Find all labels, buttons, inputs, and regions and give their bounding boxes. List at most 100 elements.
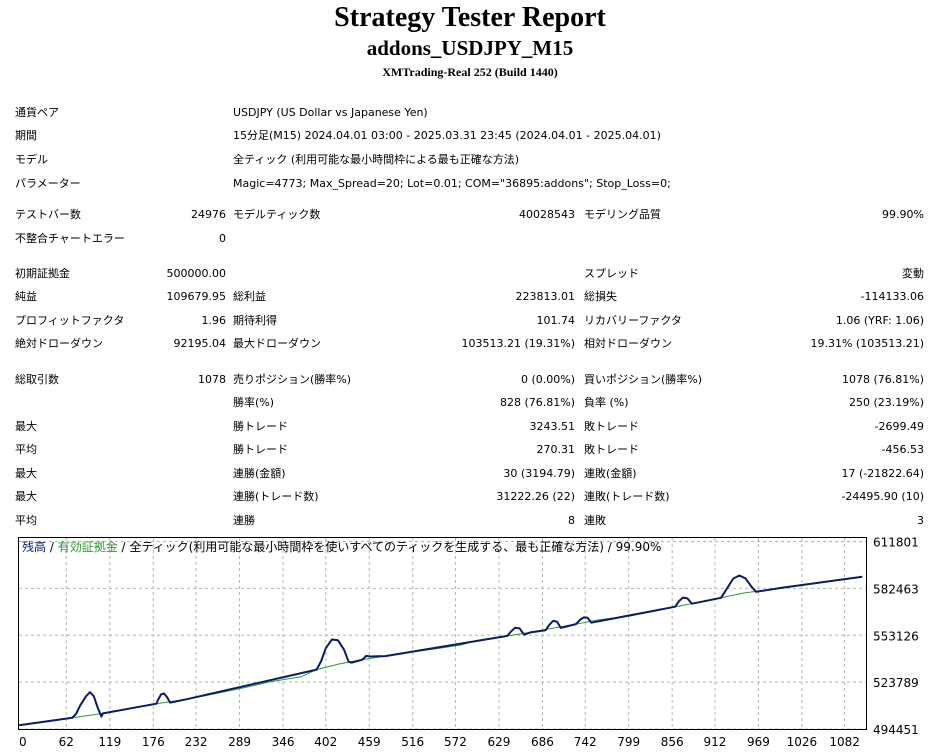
stat-c1-label: テストバー数 (15, 208, 81, 221)
stat-c3-value: -456.53 (881, 443, 924, 456)
x-tick-label: 969 (747, 735, 770, 749)
stat-c1-label: 最大 (15, 419, 37, 433)
stat-c1-value: 92195.04 (173, 337, 227, 351)
stat-c3-value: 1.06 (YRF: 1.06) (835, 313, 924, 327)
stat-c3-value: 19.31% (103513.21) (810, 337, 924, 351)
stat-c1-label: 初期証拠金 (15, 266, 70, 280)
x-tick-label: 459 (358, 735, 381, 749)
x-tick-label: 346 (272, 735, 295, 749)
stat-c3-value: -24495.90 (10) (841, 490, 924, 503)
stat-c2-value: 40028543 (519, 208, 575, 221)
stat-c3-label: 連敗(トレード数) (584, 490, 670, 503)
x-tick-label: 856 (661, 735, 684, 749)
stat-c1-label: 平均 (15, 513, 37, 527)
stat-c1-label: 最大 (15, 466, 37, 480)
stat-c1-label: 最大 (15, 490, 37, 503)
stat-c2-label: 売りポジション(勝率%) (233, 372, 352, 386)
stat-c3-value: 17 (-21822.64) (841, 466, 924, 480)
stat-c1-value: 24976 (191, 208, 226, 221)
stat-c2-label: モデルティック数 (233, 208, 321, 221)
stat-c1-label: 不整合チャートエラー (15, 231, 125, 245)
setting-value-symbol: USDJPY (US Dollar vs Japanese Yen) (233, 106, 428, 119)
x-tick-label: 176 (142, 735, 165, 749)
stat-c3-value: -114133.06 (860, 290, 924, 304)
x-tick-label: 0 (19, 735, 27, 749)
report-subtitle: addons_USDJPY_M15 (366, 36, 574, 60)
stat-c2-label: 最大ドローダウン (233, 337, 321, 351)
legend-equity: 有効証拠金 (58, 539, 118, 554)
setting-value-model: 全ティック (利用可能な最小時間枠による最も正確な方法) (233, 153, 520, 166)
stat-c3-label: 買いポジション(勝率%) (584, 372, 703, 386)
legend-description: 全ティック(利用可能な最小時間枠を使いすべてのティックを生成する、最も正確な方法… (129, 539, 661, 554)
y-tick-label: 494451 (873, 723, 919, 737)
setting-label-parameters: パラメーター (15, 177, 81, 190)
stat-c1-value: 500000.00 (166, 266, 227, 280)
y-tick-label: 553126 (873, 629, 919, 643)
x-tick-label: 742 (574, 735, 597, 749)
stat-c1-value: 1.96 (201, 313, 227, 327)
stat-c2-value: 0 (0.00%) (520, 372, 575, 386)
equity-line (18, 574, 863, 727)
stat-c1-value: 109679.95 (166, 290, 227, 304)
legend-balance: 残高 (22, 539, 46, 554)
report-title: Strategy Tester Report (334, 2, 606, 33)
stat-c3-label: 敗トレード (584, 419, 639, 433)
legend-sep-1: / (46, 540, 58, 554)
stat-c1-label: 絶対ドローダウン (15, 337, 103, 351)
stat-c2-label: 連勝(金額) (233, 466, 286, 480)
stat-c2-label: 連勝 (233, 513, 255, 527)
y-tick-label: 582463 (873, 582, 919, 596)
setting-label-symbol: 通貨ペア (15, 106, 59, 119)
x-tick-label: 402 (314, 735, 337, 749)
x-tick-label: 62 (59, 735, 74, 749)
stat-c1-label: プロフィットファクタ (15, 313, 125, 327)
stat-c3-value: 変動 (902, 266, 924, 280)
stat-c3-value: 3 (917, 513, 924, 527)
chart-x-labels: 0 62 119 176 232 289 346 402 459 516 572 629 686 742 7… (19, 735, 860, 749)
setting-value-parameters: Magic=4773; Max_Spread=20; Lot=0.01; COM… (233, 177, 671, 190)
stat-c3-label: 総損失 (584, 290, 617, 304)
stat-c3-value: 250 (23.19%) (848, 396, 924, 409)
stat-c2-value: 3243.51 (529, 419, 576, 433)
chart-lines (18, 574, 863, 727)
x-tick-label: 516 (401, 735, 424, 749)
x-tick-label: 1026 (787, 735, 818, 749)
stat-c3-label: 敗トレード (584, 443, 639, 456)
stat-c2-value: 8 (568, 513, 575, 527)
x-tick-label: 232 (185, 735, 208, 749)
x-tick-label: 912 (703, 735, 726, 749)
stat-c2-label: 連勝(トレード数) (233, 490, 319, 503)
chart-legend: 残高 / 有効証拠金 / 全ティック(利用可能な最小時間枠を使いすべてのティック… (22, 539, 661, 554)
server-info: XMTrading-Real 252 (Build 1440) (382, 65, 558, 79)
stat-c2-value: 101.74 (536, 313, 576, 327)
stat-c2-value: 31222.26 (22) (496, 490, 575, 503)
stat-c3-value: -2699.49 (874, 419, 924, 433)
x-tick-label: 799 (617, 735, 640, 749)
chart-frame (18, 537, 867, 730)
legend-sep-2: / (118, 540, 130, 554)
stat-c3-label: 負率 (%) (584, 396, 629, 409)
balance-chart: 611801 582463 553126 523789 494451 0 62 119 176… (15, 533, 927, 749)
y-tick-label: 523789 (873, 676, 919, 690)
stat-c1-label: 総取引数 (15, 372, 59, 386)
balance-line (18, 576, 863, 726)
stat-c3-label: モデリング品質 (584, 208, 661, 221)
stat-c2-label: 期待利得 (233, 313, 277, 327)
stat-c1-value: 0 (219, 231, 226, 245)
stat-c2-label: 勝率(%) (233, 396, 275, 409)
setting-value-period: 15分足(M15) 2024.04.01 03:00 - 2025.03.31 … (233, 129, 661, 142)
stat-c2-label: 勝トレード (233, 443, 288, 456)
stat-c3-label: リカバリーファクタ (584, 313, 682, 327)
stat-c3-label: スプレッド (584, 266, 639, 280)
chart-y-labels: 611801 582463 553126 523789 494451 (873, 536, 919, 737)
stat-c2-label: 総利益 (233, 290, 266, 304)
stat-c3-value: 1078 (76.81%) (841, 372, 924, 386)
stat-c1-label: 平均 (15, 443, 37, 456)
setting-label-model: モデル (15, 153, 48, 166)
x-tick-label: 686 (531, 735, 554, 749)
x-tick-label: 572 (444, 735, 467, 749)
x-tick-label: 629 (488, 735, 511, 749)
x-tick-label: 1082 (829, 735, 860, 749)
setting-label-period: 期間 (15, 129, 37, 142)
stat-c2-label: 勝トレード (233, 419, 288, 433)
